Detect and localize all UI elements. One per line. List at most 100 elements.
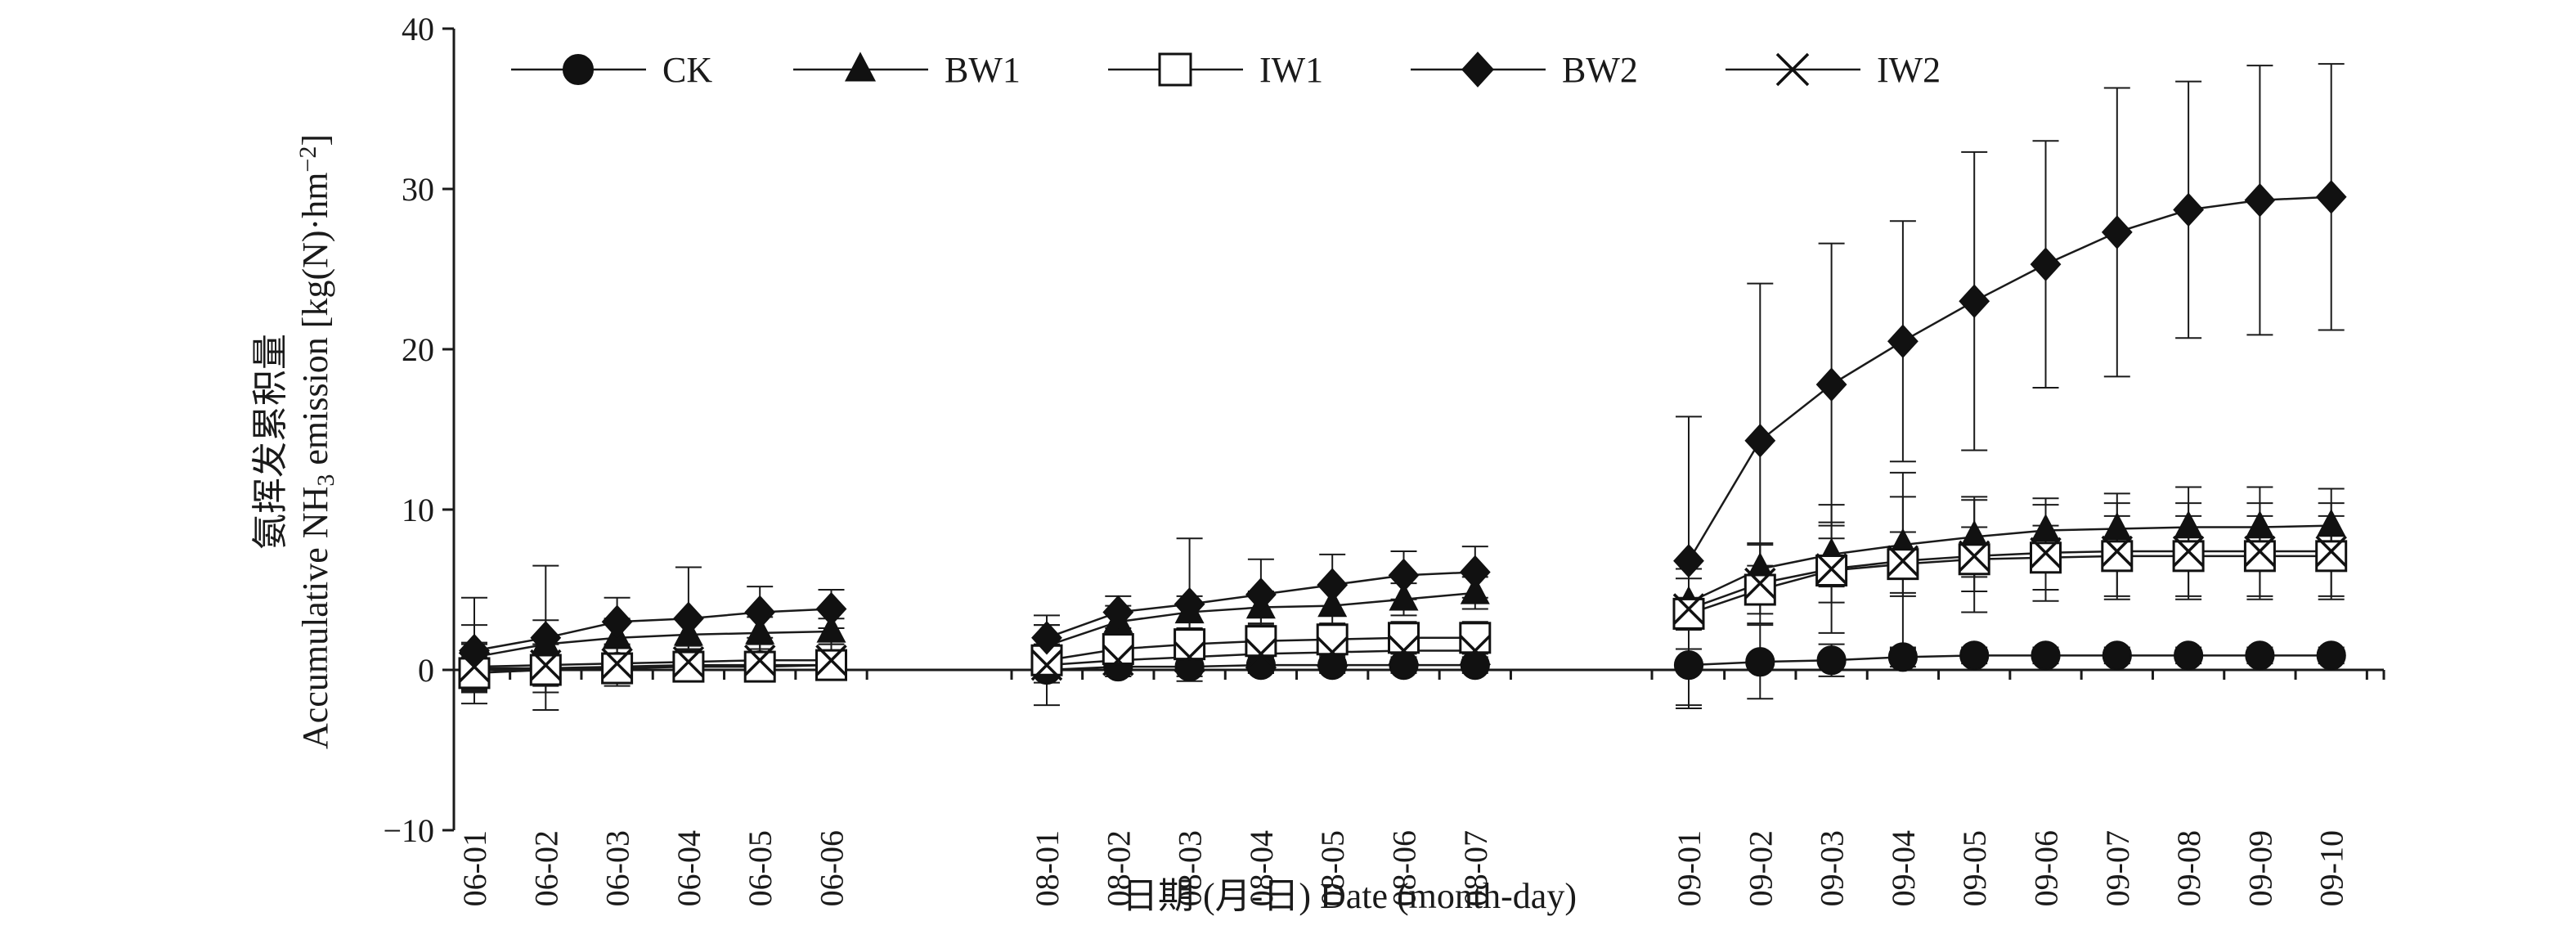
data-point-iw2 <box>2172 535 2205 568</box>
data-point-iw2 <box>743 645 776 676</box>
data-point-iw1 <box>2243 540 2276 573</box>
legend-label-bw1: BW1 <box>945 50 1021 90</box>
x-tick-label: 06-02 <box>527 830 564 906</box>
data-point-bw2 <box>1388 558 1420 593</box>
data-point-iw2 <box>1887 545 1919 577</box>
legend-marker-iw2 <box>1775 52 1810 87</box>
data-point-bw2 <box>2244 183 2276 218</box>
y-axis-title-en: Accumulative NH3 emission [kg(N)·hm−2] <box>294 134 339 749</box>
data-point-iw1 <box>1174 628 1206 661</box>
data-point-bw2 <box>2315 180 2347 214</box>
data-point-bw1 <box>816 614 846 643</box>
series-line-bw1 <box>473 630 832 658</box>
data-point-bw1 <box>1959 519 1990 548</box>
data-point-iw1 <box>2172 540 2205 573</box>
axes: −10 0 10 20 30 40 06-01 06-02 06-03 06-04 06-05 06-… <box>383 11 2385 906</box>
x-tick-label: 09-03 <box>1814 830 1851 906</box>
data-point-ck <box>1959 640 1990 671</box>
data-point-iw1 <box>1672 597 1705 630</box>
x-tick-label: 09-05 <box>1956 830 1993 906</box>
data-point-iw2 <box>1672 593 1705 625</box>
data-point-bw2 <box>1245 577 1277 612</box>
data-point-iw2 <box>2244 535 2276 568</box>
data-point-bw1 <box>1460 576 1490 604</box>
data-point-iw2 <box>2315 535 2347 568</box>
data-point-bw2 <box>1102 595 1134 630</box>
data-point-iw2 <box>815 645 847 676</box>
data-point-iw1 <box>1744 573 1776 606</box>
y-tick-label: 30 <box>402 171 434 208</box>
x-tick-label: 08-05 <box>1314 830 1351 906</box>
legend-item-ck: CK <box>511 50 712 90</box>
y-tick-label: 20 <box>402 331 434 368</box>
legend-item-bw1: BW1 <box>793 50 1021 90</box>
data-point-bw2 <box>1031 621 1062 655</box>
data-point-bw2 <box>744 595 776 630</box>
x-tick-label: 09-07 <box>2099 830 2136 906</box>
x-tick-label: 06-06 <box>814 830 850 906</box>
legend-marker-bw1 <box>845 52 876 82</box>
data-point-iw1 <box>1316 623 1349 656</box>
x-tick-label: 09-01 <box>1671 830 1708 906</box>
x-tick-label: 09-02 <box>1742 830 1779 906</box>
data-point-iw1 <box>1388 622 1420 654</box>
legend-item-iw1: IW1 <box>1108 50 1323 90</box>
data-point-bw2 <box>673 601 704 636</box>
data-point-iw2 <box>1030 649 1063 681</box>
data-point-bw2 <box>1887 324 1919 358</box>
data-point-iw1 <box>2315 540 2348 573</box>
x-tick-label: 08-03 <box>1172 830 1209 906</box>
data-point-iw2 <box>1316 636 1349 668</box>
data-point-iw1 <box>1887 548 1919 581</box>
series-line-iw1 <box>1688 555 2331 615</box>
data-point-iw2 <box>1174 641 1205 673</box>
x-tick-label: 08-06 <box>1386 830 1423 906</box>
legend-item-bw2: BW2 <box>1411 50 1638 90</box>
data-point-ck <box>1389 650 1419 681</box>
data-point-iw1 <box>672 650 705 683</box>
x-tick-label: 09-09 <box>2242 830 2278 906</box>
data-point-bw2 <box>1459 555 1491 590</box>
data-point-ck <box>1887 642 1918 672</box>
data-point-iw1 <box>2101 540 2134 573</box>
x-tick-label: 08-07 <box>1457 830 1494 906</box>
data-point-ck <box>2102 640 2132 671</box>
data-point-bw1 <box>745 616 775 645</box>
data-point-bw1 <box>1745 552 1775 581</box>
data-point-ck <box>2031 640 2061 671</box>
data-point-iw1 <box>815 649 847 681</box>
data-point-bw2 <box>1959 284 1990 318</box>
data-point-iw2 <box>601 647 633 680</box>
data-point-bw1 <box>2174 510 2204 539</box>
legend-label-bw2: BW2 <box>1562 50 1638 90</box>
data-point-ck <box>1673 650 1704 681</box>
data-point-ck <box>2245 640 2275 671</box>
data-points <box>458 180 2348 690</box>
data-point-iw1 <box>743 650 776 683</box>
legend-marker-iw1 <box>1158 52 1192 87</box>
data-point-iw2 <box>1102 645 1134 676</box>
data-point-iw2 <box>2101 535 2134 568</box>
data-point-bw1 <box>2102 512 2132 541</box>
data-point-bw2 <box>2173 192 2204 227</box>
x-tick-label: 08-01 <box>1029 830 1066 906</box>
series-line-bw2 <box>1687 195 2331 562</box>
data-point-iw1 <box>2030 541 2062 574</box>
data-point-bw1 <box>2316 509 2346 537</box>
data-point-iw2 <box>1815 553 1847 585</box>
legend-label-iw1: IW1 <box>1259 50 1323 90</box>
data-point-ck <box>2174 640 2204 671</box>
data-point-bw1 <box>1389 582 1419 611</box>
y-axis-title-cn: 氨挥发累积量 <box>250 334 290 550</box>
x-tick-label: 09-10 <box>2313 830 2350 906</box>
legend-label-iw2: IW2 <box>1877 50 1941 90</box>
data-point-iw2 <box>1459 635 1492 667</box>
data-point-iw1 <box>1958 543 1990 576</box>
data-point-iw1 <box>601 652 634 685</box>
data-point-ck <box>1460 650 1490 681</box>
x-tick-label: 06-03 <box>599 830 636 906</box>
data-point-bw1 <box>2245 510 2275 539</box>
